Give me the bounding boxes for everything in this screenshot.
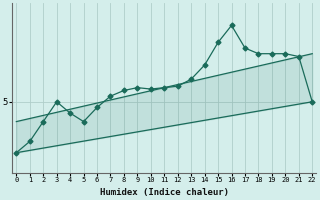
X-axis label: Humidex (Indice chaleur): Humidex (Indice chaleur) — [100, 188, 229, 197]
